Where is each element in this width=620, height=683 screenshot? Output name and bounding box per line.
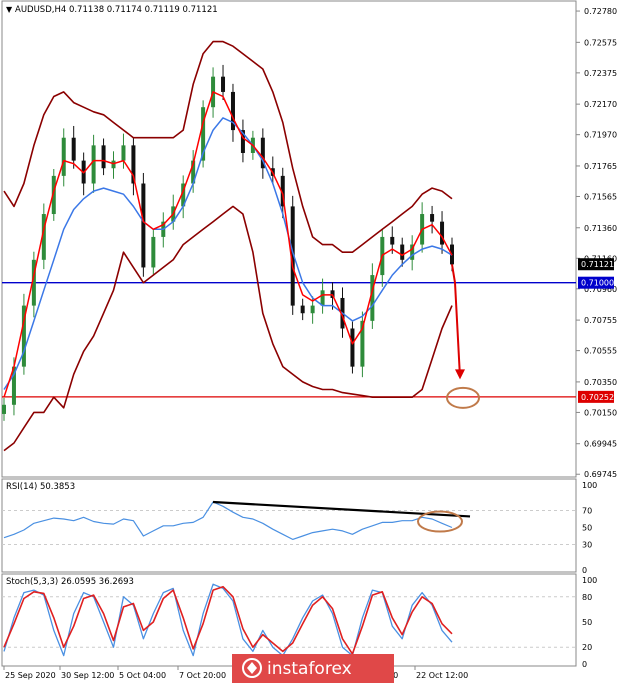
candle-body [280,175,285,207]
price-tick-label: 0.69945 [584,440,617,449]
stoch-tick-label: 80 [582,593,592,602]
candle-body [31,259,36,306]
time-tick-label: 7 Oct 20:00 [179,671,226,680]
candle-body [21,305,26,367]
candle-body [350,328,355,367]
time-tick-label: 22 Oct 12:00 [416,671,468,680]
candle-body [151,236,156,268]
candle-body [370,275,375,321]
stoch-panel [1,573,577,667]
candle-body [121,145,126,161]
candle-body [400,244,405,260]
price-tick-label: 0.69745 [584,470,617,479]
slow-ma-line [3,117,453,390]
stoch-tick-label: 100 [582,576,597,585]
horizontal-levels [2,282,576,398]
candle-body [221,76,226,92]
candle-body [360,320,365,367]
price-tick-label: 0.72375 [584,69,617,78]
candle-body [71,137,76,161]
stoch-main-line [3,583,453,657]
rsi-tick-label: 50 [582,524,592,533]
candle-body [141,183,146,268]
rsi-tick-label: 30 [582,541,592,550]
candle-body [430,214,435,222]
candle-body [2,404,6,414]
candle-body [201,107,206,161]
candle-body [410,244,415,260]
symbol-dropdown-icon[interactable]: ▼ [6,5,13,14]
candle-body [230,91,235,131]
stoch-tick-label: 20 [582,643,592,652]
candle-body [91,145,96,184]
price-tags: 0.71121 0.71000 0.70252 [578,258,614,403]
candle-body [260,137,265,169]
time-tick-label: 25 Sep 2020 [5,671,56,680]
watermark-text: instaforex [267,659,352,679]
stoch-signal-line [3,585,453,655]
annotations [446,264,480,409]
price-tick-label: 0.70960 [584,285,617,294]
price-tag-label: 0.71000 [581,279,614,288]
price-tag-box [578,276,614,289]
candle-body [181,183,186,207]
stoch-lines: 100 80 50 20 0 [2,576,597,669]
rsi-line [3,501,453,541]
price-tick-label: 0.70755 [584,316,617,325]
candle-body [290,206,295,306]
stoch-tick-label: 0 [582,660,587,669]
candle-body [51,175,56,215]
candle-body [41,214,46,260]
price-tick-label: 0.70555 [584,347,617,356]
price-tick-label: 0.71765 [584,162,617,171]
stoch-tick-label: 50 [582,618,592,627]
rsi-circle-annotation [417,510,463,533]
watermark-logo-icon [242,658,262,678]
bollinger-upper-line [3,40,453,253]
price-tick-label: 0.71970 [584,131,617,140]
price-lines [3,40,453,452]
rsi-tick-label: 0 [582,566,587,575]
stoch-title: Stoch(5,3,3) 26.0595 36.2693 [6,577,134,587]
price-axis: 0.72780 0.72575 0.72375 0.72170 0.71970 0.717… [576,7,617,479]
watermark-banner [232,654,394,683]
candle-body [320,290,325,306]
rsi-panel [1,478,577,573]
price-tick-label: 0.71565 [584,192,617,201]
rsi-tick-label: 70 [582,507,592,516]
fast-ma-line [3,91,453,398]
rsi-tick-label: 100 [582,481,597,490]
forecast-arrow-head [455,369,465,380]
price-tag-box [578,258,614,271]
candle-body [61,137,66,176]
price-tag-label: 0.70252 [581,393,614,402]
price-tick-label: 0.72170 [584,100,617,109]
candle-body [191,160,196,184]
time-tick-label: 30 Sep 12:00 [61,671,114,680]
price-tick-label: 0.72780 [584,7,617,16]
candle-body [131,145,136,184]
candle-body [440,221,445,245]
candle-body [101,145,106,169]
price-tick-label: 0.72575 [584,38,617,47]
price-tag-label: 0.71121 [581,260,614,269]
symbol-header: AUDUSD,H4 0.71138 0.71174 0.71119 0.7112… [15,5,218,15]
rsi-title: RSI(14) 50.3853 [6,482,75,492]
target-circle-annotation [446,386,480,409]
bollinger-lower-line [3,205,453,452]
candle-body [11,366,16,405]
forecast-arrow-line [451,264,461,378]
candle-body [240,130,245,153]
rsi-lines: 100 70 50 30 0 [2,481,597,575]
price-tick-label: 0.71360 [584,224,617,233]
price-tick-label: 0.70150 [584,408,617,417]
price-tag-box [578,390,614,403]
price-tick-label: 0.70350 [584,378,617,387]
candle-body [310,305,315,314]
candle-body [390,236,395,245]
candle-body [300,305,305,314]
time-tick-label: 5 Oct 04:00 [119,671,166,680]
